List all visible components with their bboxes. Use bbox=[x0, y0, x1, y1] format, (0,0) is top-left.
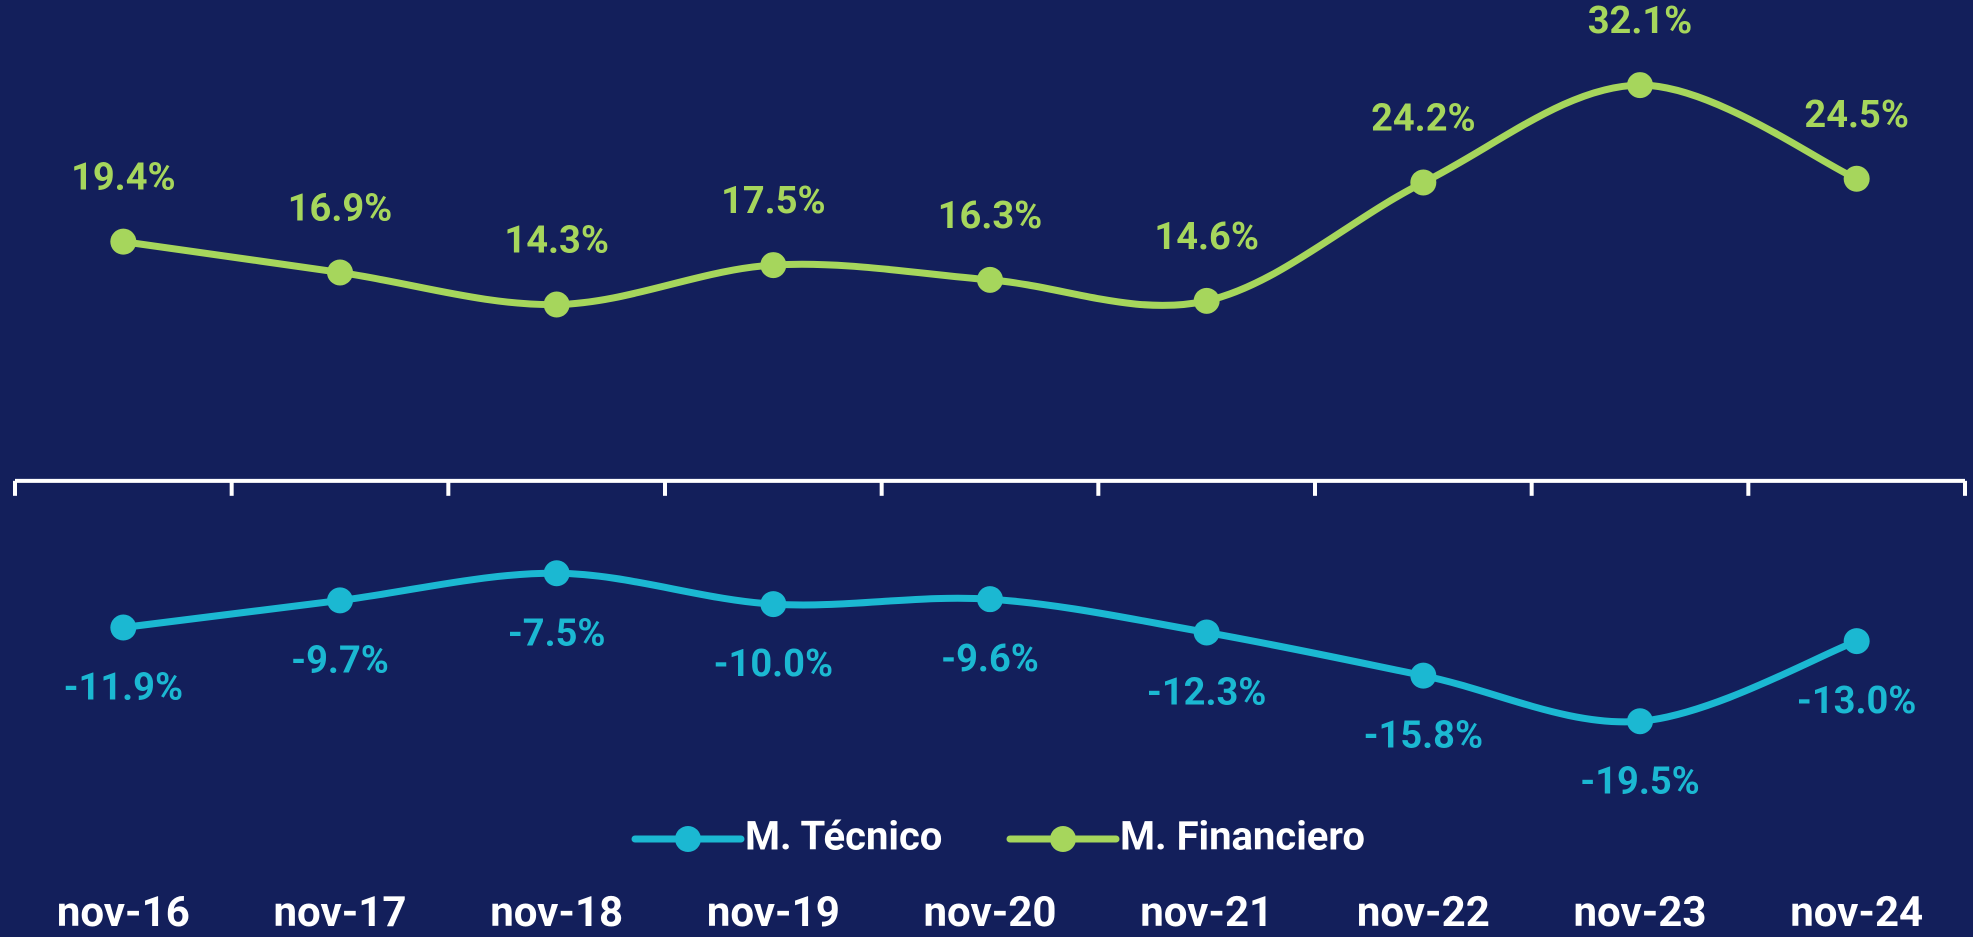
data-point bbox=[1843, 165, 1870, 192]
series-line bbox=[119, 81, 1861, 309]
data-label: -19.5% bbox=[1580, 759, 1700, 803]
data-point bbox=[977, 266, 1003, 293]
data-label: 24.5% bbox=[1804, 93, 1909, 137]
data-point bbox=[327, 259, 353, 286]
data-label: -9.6% bbox=[941, 637, 1039, 681]
data-label: -13.0% bbox=[1797, 679, 1917, 723]
legend-label: M. Técnico bbox=[745, 813, 942, 860]
legend-marker bbox=[675, 826, 701, 852]
data-point bbox=[1627, 708, 1653, 735]
data-label: 19.4% bbox=[71, 156, 176, 200]
data-point bbox=[1627, 72, 1653, 99]
x-tick-label: nov-18 bbox=[490, 888, 623, 937]
x-tick-label: nov-17 bbox=[274, 888, 407, 937]
data-point bbox=[1410, 169, 1437, 196]
x-tick-label: nov-16 bbox=[57, 888, 190, 937]
data-label: -7.5% bbox=[508, 611, 606, 655]
data-point bbox=[110, 228, 137, 255]
data-label: 14.6% bbox=[1154, 215, 1259, 259]
data-point bbox=[327, 587, 353, 614]
data-label: 24.2% bbox=[1371, 96, 1476, 140]
x-tick-label: nov-19 bbox=[707, 888, 840, 937]
data-point bbox=[760, 591, 787, 618]
data-label: -12.3% bbox=[1147, 671, 1267, 715]
data-label: 16.9% bbox=[288, 187, 393, 231]
data-label: 14.3% bbox=[504, 219, 609, 263]
x-tick-label: nov-21 bbox=[1140, 888, 1273, 937]
x-tick-label: nov-24 bbox=[1790, 888, 1923, 937]
data-point bbox=[1410, 662, 1437, 689]
legend-label: M. Financiero bbox=[1120, 813, 1365, 860]
data-point bbox=[543, 291, 570, 318]
data-label: 32.1% bbox=[1588, 0, 1693, 43]
data-point bbox=[760, 252, 787, 279]
x-tick-label: nov-22 bbox=[1357, 888, 1490, 937]
data-point bbox=[543, 560, 570, 587]
legend-marker bbox=[1050, 826, 1076, 852]
data-label: -9.7% bbox=[291, 638, 389, 682]
data-point bbox=[1193, 287, 1220, 314]
data-point bbox=[1193, 619, 1220, 646]
data-label: 16.3% bbox=[938, 194, 1043, 238]
data-label: -15.8% bbox=[1364, 714, 1484, 758]
data-label: 17.5% bbox=[721, 179, 826, 223]
data-point bbox=[1843, 628, 1870, 655]
data-point bbox=[977, 586, 1003, 613]
x-tick-label: nov-20 bbox=[924, 888, 1057, 937]
x-tick-label: nov-23 bbox=[1574, 888, 1707, 937]
data-point bbox=[110, 614, 137, 641]
data-label: -10.0% bbox=[714, 642, 834, 686]
data-label: -11.9% bbox=[64, 666, 184, 710]
